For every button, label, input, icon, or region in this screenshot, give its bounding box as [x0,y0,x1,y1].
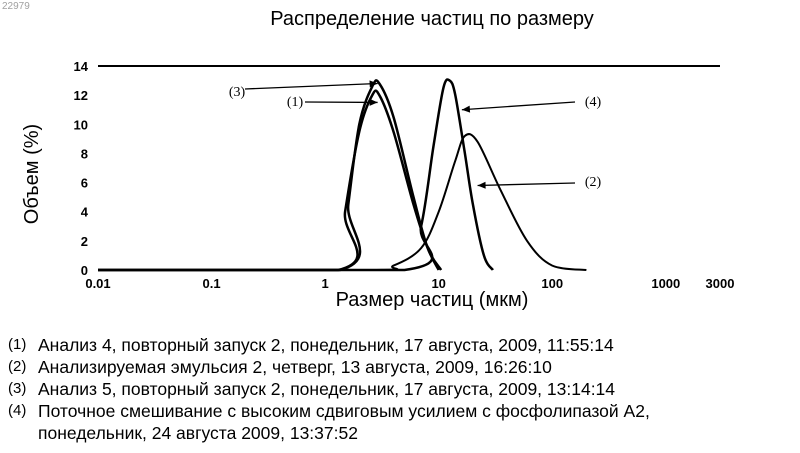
legend-item-4: (4) Поточное смешивание с высоким сдвиго… [8,400,798,422]
series-line-3 [98,80,441,270]
series-line-2 [98,134,586,270]
callout-arrow-line [245,83,378,89]
series-group [98,79,586,270]
legend: (1) Анализ 4, повторный запуск 2, понеде… [8,334,798,444]
callout-group: (3) (1) (4) (2) [229,80,602,190]
x-tick-label: 100 [541,276,563,291]
legend-item-4-continuation: понедельник, 24 августа 2009, 13:37:52 [8,422,798,444]
x-tick-label: 1000 [651,276,680,291]
x-tick-label: 10 [431,276,445,291]
callout-arrowhead [478,182,486,189]
legend-number: (2) [8,356,38,378]
y-tick-label: 8 [81,146,88,161]
legend-number: (3) [8,378,38,400]
y-tick-label: 4 [81,205,89,220]
y-tick-label: 0 [81,263,88,278]
callout-label: (3) [229,85,246,100]
legend-item-2: (2) Анализируемая эмульсия 2, четверг, 1… [8,356,798,378]
y-tick-label: 2 [81,234,88,249]
y-tick-label: 14 [74,59,89,74]
legend-number: (4) [8,400,38,422]
x-tick-label: 3000 [706,276,735,291]
series-line-1 [98,91,439,270]
callout-arrowhead [370,99,378,106]
x-tick-label: 1 [322,276,329,291]
callout-label: (1) [287,95,304,110]
legend-text: Поточное смешивание с высоким сдвиговым … [38,400,650,422]
legend-text: Анализируемая эмульсия 2, четверг, 13 ав… [38,356,552,378]
callout-arrow-line [478,183,575,185]
tick-labels: 0.01 0.1 1 10 100 1000 3000 0 2 4 6 8 10 12 14 [74,59,735,291]
legend-text: Анализ 5, повторный запуск 2, понедельни… [38,378,615,400]
callout-arrow-line [462,102,575,110]
y-axis-label: Объем (%) [21,124,43,224]
legend-item-3: (3) Анализ 5, повторный запуск 2, понеде… [8,378,798,400]
y-tick-label: 10 [74,117,88,132]
callout-label: (4) [585,95,602,110]
chart-title: Распределение частиц по размеру [270,8,594,30]
particle-size-chart: Распределение частиц по размеру Объем (%… [0,0,800,320]
callout-arrowhead [462,106,470,113]
legend-number: (1) [8,334,38,356]
x-axis-label: Размер частиц (мкм) [336,289,529,311]
x-tick-label: 0.01 [85,276,110,291]
legend-text: Анализ 4, повторный запуск 2, понедельни… [38,334,614,356]
x-tick-label: 0.1 [203,276,221,291]
y-tick-label: 6 [81,176,88,191]
y-tick-label: 12 [74,88,88,103]
legend-item-1: (1) Анализ 4, повторный запуск 2, понеде… [8,334,798,356]
callout-label: (2) [585,175,602,190]
